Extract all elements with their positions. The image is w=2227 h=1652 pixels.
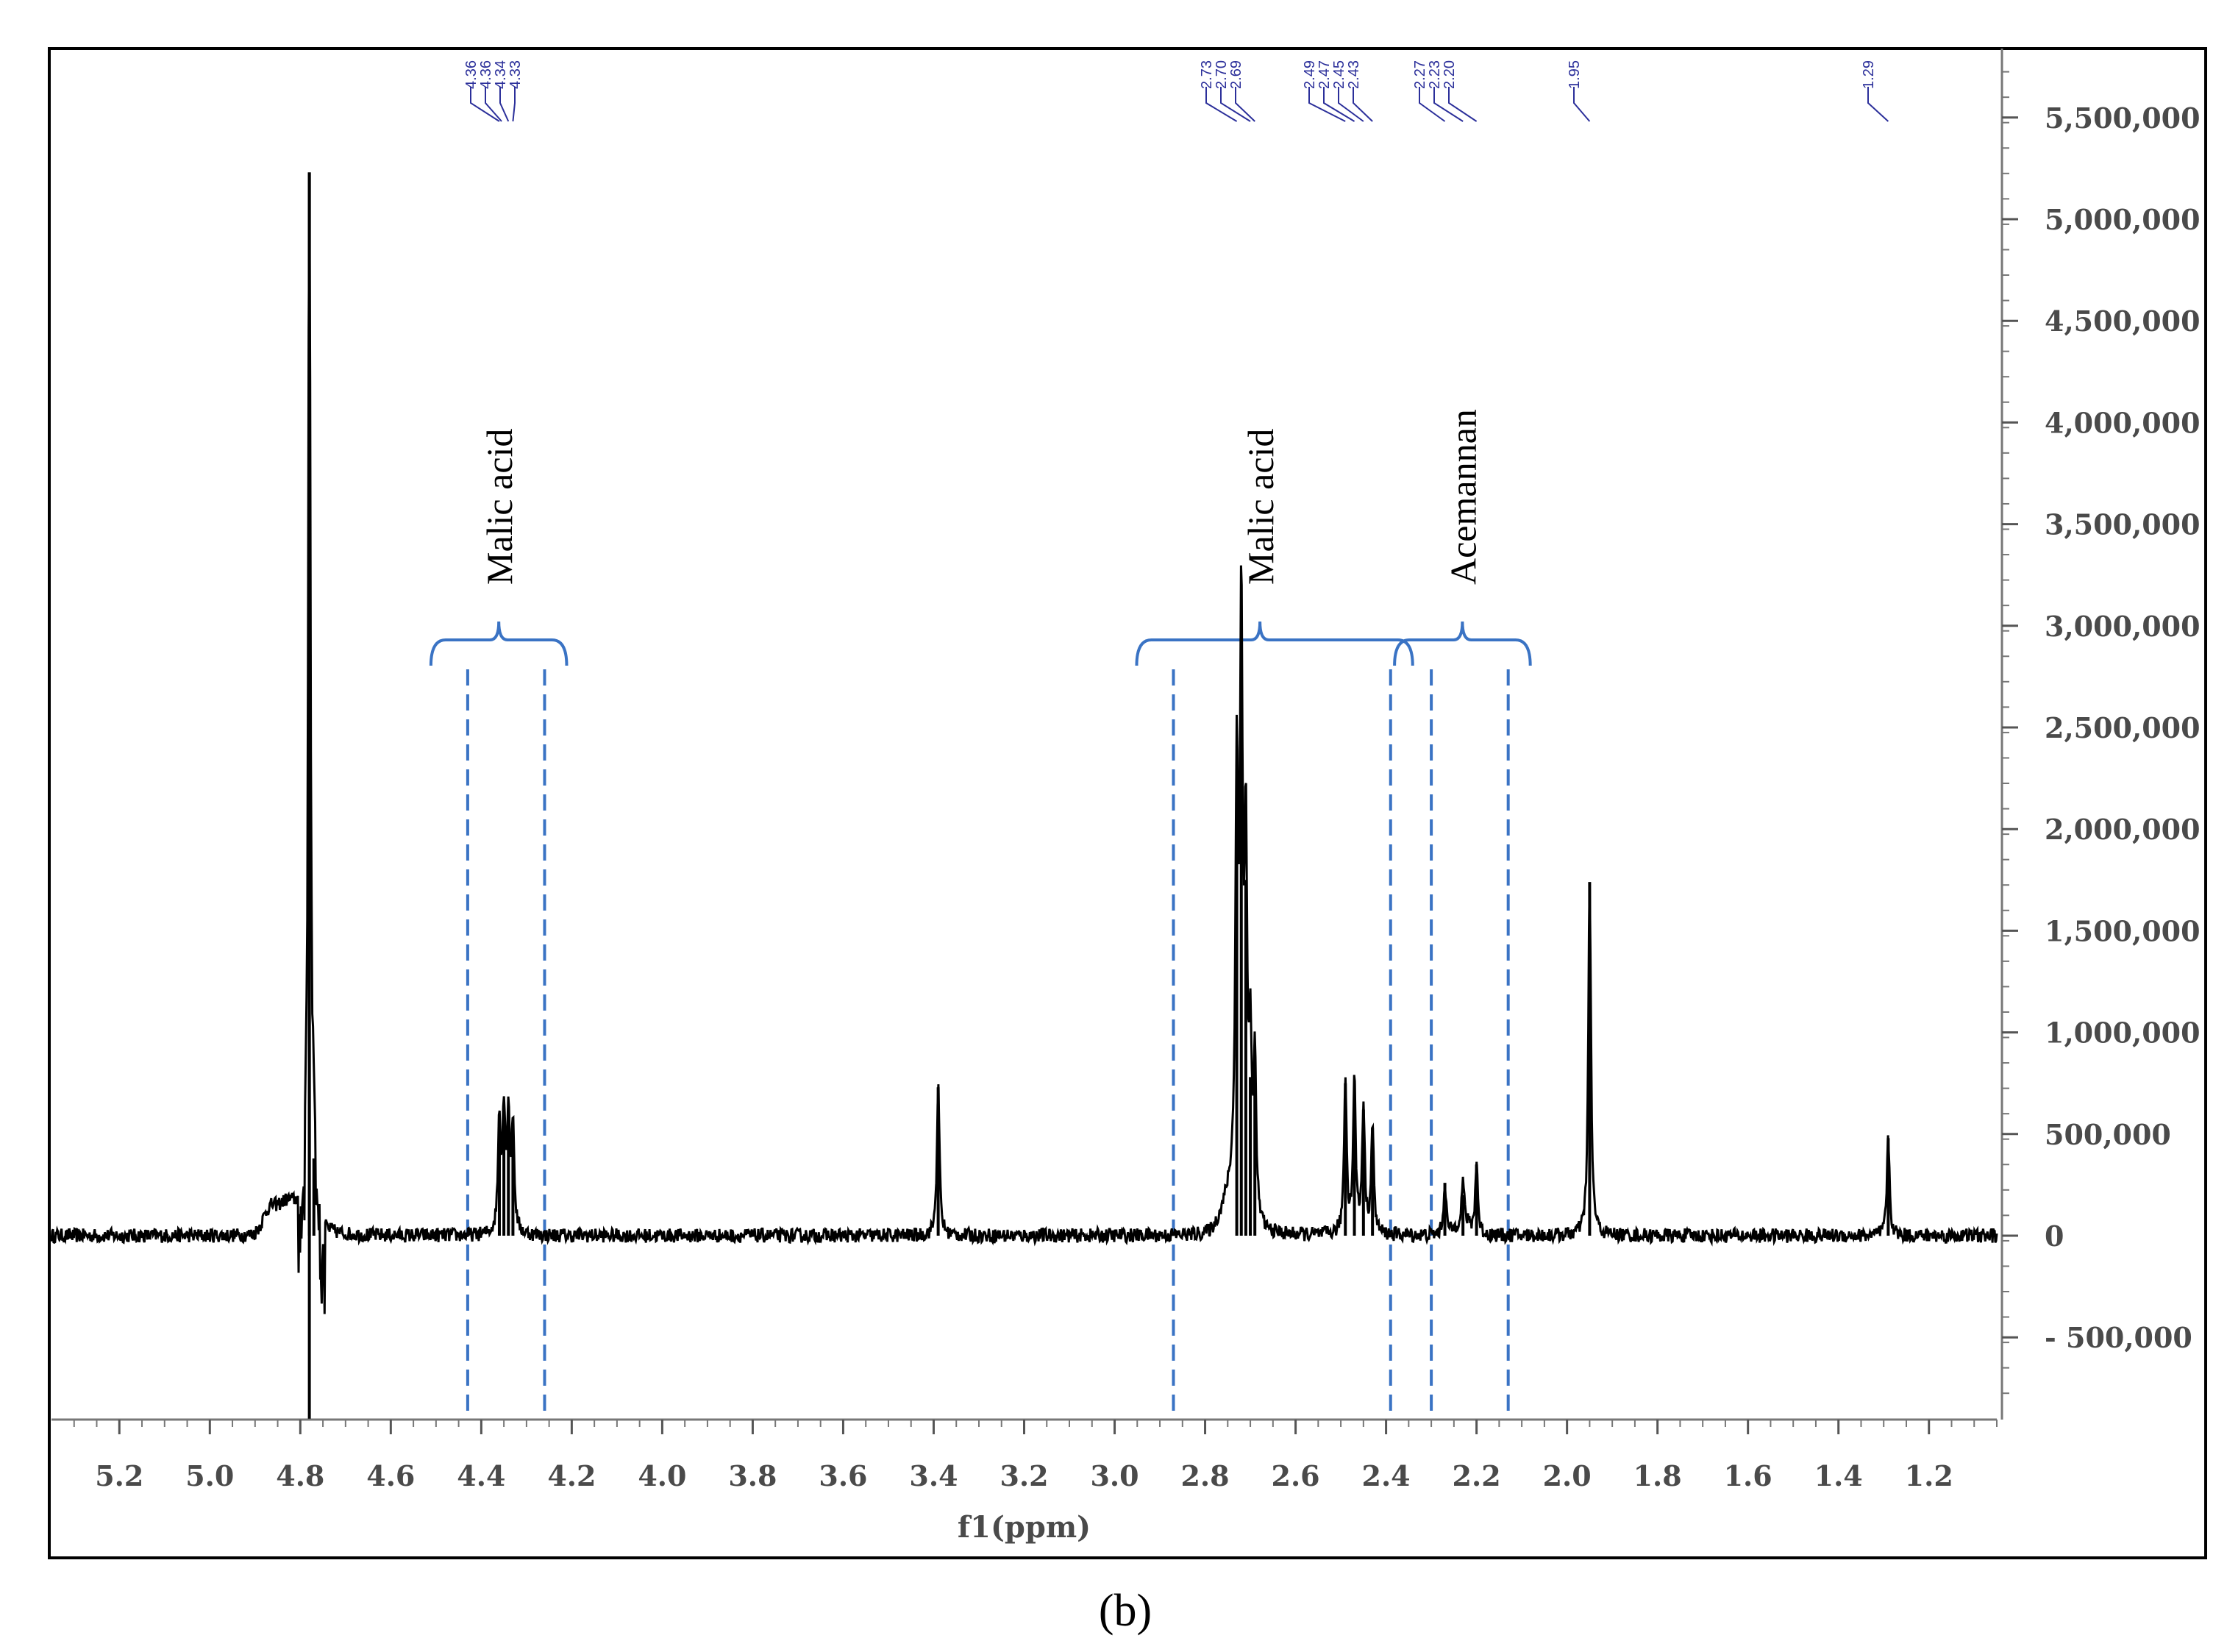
annotations: Malic acid Malic acid Acemannan <box>429 409 1532 1416</box>
y-tick-label: 5,000,000 <box>2045 203 2201 236</box>
x-tick-label: 3.0 <box>1090 1459 1139 1492</box>
peak-label-leader <box>470 87 500 122</box>
y-tick-label: 2,500,000 <box>2045 711 2201 744</box>
y-tick-label: 4,000,000 <box>2045 406 2201 439</box>
x-tick-label: 5.0 <box>185 1459 234 1492</box>
y-tick-label: 500,000 <box>2045 1118 2171 1151</box>
x-tick-label: 1.8 <box>1633 1459 1682 1492</box>
peak-label-leader <box>1235 87 1255 122</box>
x-tick-label: 3.8 <box>728 1459 777 1492</box>
peak-label: 4.34 <box>493 60 509 89</box>
peak-label: 2.20 <box>1442 60 1458 89</box>
peak-label-leader <box>1573 87 1591 122</box>
x-tick-label: 5.2 <box>95 1459 143 1492</box>
peak-label-leader <box>1419 87 1446 122</box>
annotation-bracket <box>1393 621 1532 666</box>
x-tick-label: 2.8 <box>1180 1459 1229 1492</box>
peak-label: 1.29 <box>1861 60 1877 89</box>
peak-label-leader <box>512 87 516 122</box>
peak-label: 2.70 <box>1214 60 1230 89</box>
x-tick-label: 3.2 <box>1000 1459 1048 1492</box>
annotation-bracket <box>429 621 569 666</box>
peak-label-leader <box>1308 87 1346 122</box>
y-tick-label: 1,000,000 <box>2045 1017 2201 1050</box>
x-tick-label: 2.6 <box>1272 1459 1320 1492</box>
peak-label: 2.47 <box>1316 60 1333 89</box>
peak-label: 4.33 <box>507 60 524 89</box>
peak-label-leader <box>1353 87 1373 122</box>
x-tick-label: 2.4 <box>1362 1459 1411 1492</box>
x-tick-label: 2.2 <box>1453 1459 1501 1492</box>
spectrum <box>50 172 1998 1419</box>
y-tick-label: 2,000,000 <box>2045 813 2201 846</box>
peak-label: 1.95 <box>1567 60 1583 89</box>
axes: 5.2 5.0 4.8 4.6 4.4 4.2 4.0 3.8 3.6 3.4 3.2 3.0 2.8 2… <box>51 49 2201 1492</box>
x-tick-label: 3.4 <box>909 1459 958 1492</box>
peak-label-leader <box>499 87 510 122</box>
x-tick-label: 4.2 <box>547 1459 596 1492</box>
peak-label-leader <box>1220 87 1251 122</box>
peak-label-leader <box>1338 87 1364 122</box>
peak-label-leader <box>1205 87 1238 122</box>
peak-label-leader <box>485 87 502 122</box>
x-tick-label: 4.0 <box>638 1459 686 1492</box>
peak-label: 2.43 <box>1346 60 1362 89</box>
y-tick-label: - 500,000 <box>2045 1321 2192 1354</box>
x-tick-label: 4.8 <box>276 1459 324 1492</box>
x-tick-label: 4.6 <box>366 1459 415 1492</box>
peak-label: 2.69 <box>1228 60 1244 89</box>
figure-frame <box>48 47 2207 1559</box>
peak-label: 2.49 <box>1302 60 1318 89</box>
peak-labels: 4.364.364.344.33 2.732.702.69 2.492.472.45… <box>463 60 1889 122</box>
x-tick-label: 1.2 <box>1905 1459 1953 1492</box>
x-tick-label: 3.6 <box>819 1459 867 1492</box>
peak-label-leader <box>1448 87 1478 122</box>
spectrum-line <box>50 200 1998 1314</box>
peak-label: 2.23 <box>1427 60 1443 89</box>
peak-label: 2.27 <box>1412 60 1428 89</box>
peak-label-leader <box>1323 87 1355 122</box>
peak-label-leader <box>1867 87 1889 122</box>
peak-label: 4.36 <box>463 60 480 89</box>
x-tick-label: 2.0 <box>1543 1459 1592 1492</box>
peak-label: 4.36 <box>478 60 494 89</box>
x-tick-label: 1.4 <box>1814 1459 1863 1492</box>
y-tick-label: 5,500,000 <box>2045 102 2201 135</box>
peak-label: 2.45 <box>1331 60 1347 89</box>
y-tick-label: 3,000,000 <box>2045 610 2201 643</box>
y-tick-label: 4,500,000 <box>2045 305 2201 338</box>
y-tick-label: 0 <box>2045 1220 2064 1253</box>
x-axis-title: f1(ppm) <box>958 1510 1091 1545</box>
annotation-label: Malic acid <box>1240 429 1281 585</box>
peak-label-leader <box>1433 87 1464 122</box>
figure-caption: (b) <box>1099 1586 1152 1636</box>
annotation-label: Malic acid <box>479 429 520 585</box>
x-tick-label: 4.4 <box>457 1459 505 1492</box>
annotation-label: Acemannan <box>1442 409 1483 585</box>
x-tick-label: 1.6 <box>1724 1459 1772 1492</box>
y-tick-label: 1,500,000 <box>2045 914 2201 947</box>
y-tick-label: 3,500,000 <box>2045 508 2201 541</box>
peak-label: 2.73 <box>1199 60 1215 89</box>
